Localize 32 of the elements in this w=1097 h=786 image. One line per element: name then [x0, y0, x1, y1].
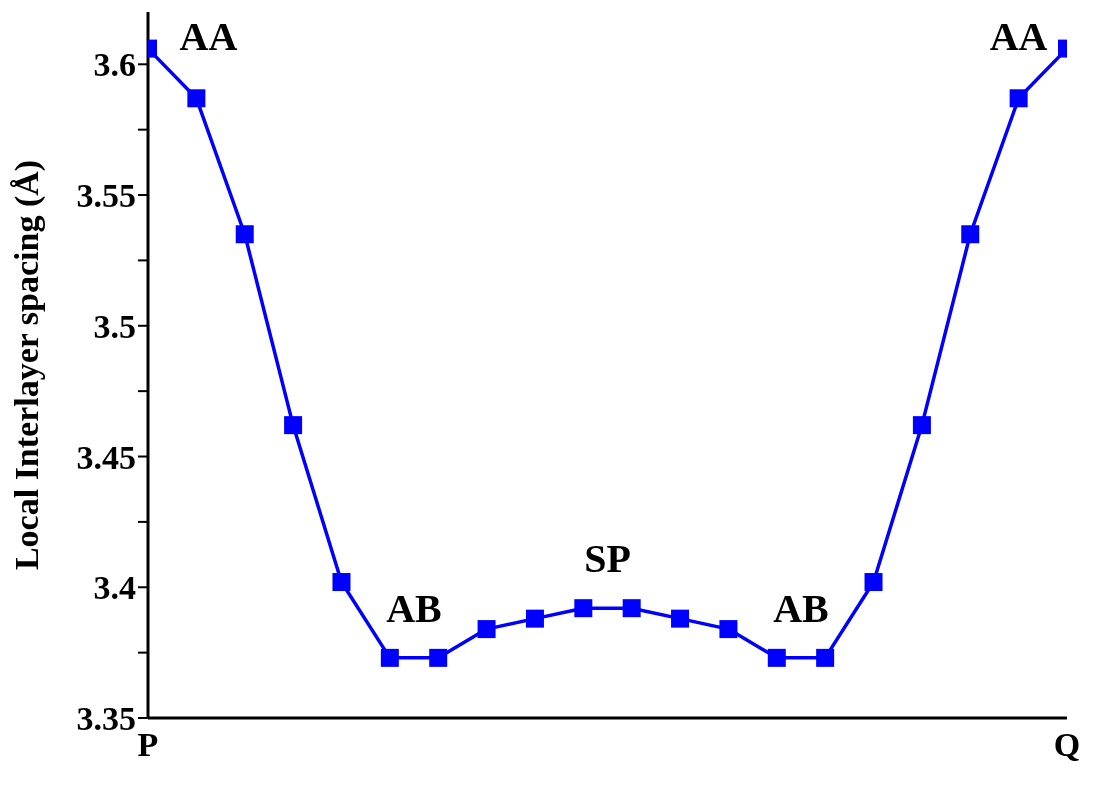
point [284, 416, 303, 435]
point [332, 573, 351, 592]
point [864, 573, 883, 592]
annotation: AB [773, 586, 829, 632]
point [961, 225, 980, 244]
point [622, 599, 641, 618]
point [1009, 89, 1028, 108]
annotation: AA [179, 13, 238, 59]
x-tick-label: Q [1053, 726, 1081, 764]
point [380, 648, 399, 667]
annotation: AB [386, 586, 442, 632]
annotation: AA [989, 13, 1048, 59]
y-tick-label: 3.4 [93, 569, 136, 607]
point [912, 416, 931, 435]
y-axis-title: Local Interlayer spacing (Å) [8, 159, 47, 571]
point [719, 620, 738, 639]
point [574, 599, 593, 618]
point [429, 648, 448, 667]
x-tick-label: P [137, 726, 159, 764]
y-tick-label: 3.6 [93, 46, 136, 84]
point [767, 648, 786, 667]
point [816, 648, 835, 667]
y-tick-label: 3.45 [76, 438, 136, 476]
y-tick-label: 3.35 [76, 700, 136, 738]
point [671, 609, 690, 628]
y-tick-label: 3.5 [93, 307, 136, 345]
y-tick-label: 3.55 [76, 177, 136, 215]
point [477, 620, 496, 639]
annotation: SP [584, 536, 631, 582]
point [235, 225, 254, 244]
point [525, 609, 544, 628]
point [187, 89, 206, 108]
